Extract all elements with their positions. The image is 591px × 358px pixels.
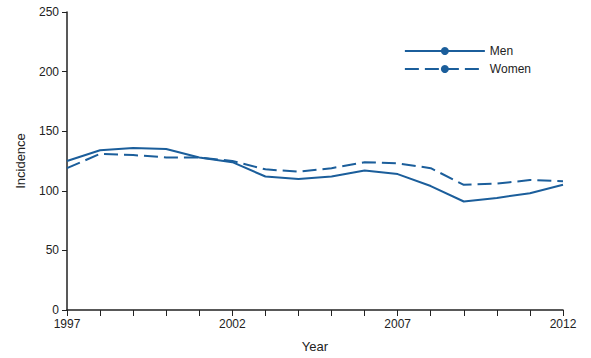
- svg-text:250: 250: [39, 5, 59, 19]
- svg-text:200: 200: [39, 65, 59, 79]
- svg-text:100: 100: [39, 184, 59, 198]
- svg-text:2007: 2007: [384, 317, 411, 331]
- svg-text:2002: 2002: [219, 317, 246, 331]
- svg-text:Year: Year: [302, 339, 329, 354]
- svg-text:50: 50: [46, 243, 60, 257]
- svg-text:Incidence: Incidence: [13, 133, 28, 189]
- svg-text:1997: 1997: [54, 317, 81, 331]
- svg-text:150: 150: [39, 124, 59, 138]
- svg-text:Men: Men: [490, 44, 513, 58]
- svg-text:0: 0: [52, 303, 59, 317]
- svg-text:Women: Women: [490, 62, 531, 76]
- svg-text:2012: 2012: [550, 317, 577, 331]
